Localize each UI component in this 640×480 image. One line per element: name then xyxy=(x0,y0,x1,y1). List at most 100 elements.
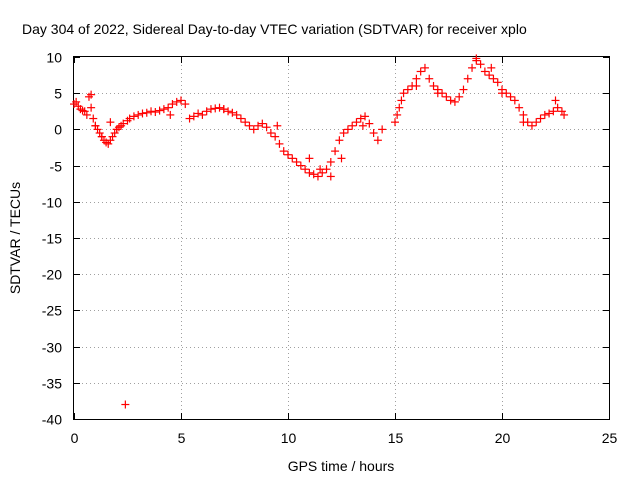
data-point xyxy=(485,71,494,80)
data-point xyxy=(309,170,318,179)
x-axis-label: GPS time / hours xyxy=(288,458,395,474)
data-point xyxy=(316,165,325,174)
x-tick-label: 10 xyxy=(281,430,297,446)
data-point xyxy=(378,125,387,134)
data-point xyxy=(553,103,562,112)
data-point xyxy=(159,105,168,114)
data-point xyxy=(540,110,549,119)
data-point xyxy=(519,118,528,127)
data-point xyxy=(142,108,151,117)
data-point xyxy=(442,92,451,101)
data-point xyxy=(232,110,241,119)
data-point xyxy=(224,107,233,116)
data-point xyxy=(151,108,160,117)
data-point xyxy=(560,110,569,119)
data-point xyxy=(108,132,117,141)
data-point xyxy=(536,114,545,123)
data-point xyxy=(429,81,438,90)
data-point xyxy=(450,97,459,106)
data-point xyxy=(82,110,91,119)
data-point xyxy=(254,121,263,130)
data-point xyxy=(391,118,399,127)
data-point xyxy=(236,114,245,123)
data-point xyxy=(305,154,314,163)
data-points xyxy=(70,54,569,409)
data-point xyxy=(166,110,175,119)
data-point xyxy=(97,132,106,141)
data-point xyxy=(70,100,78,109)
data-point xyxy=(172,97,181,106)
data-point xyxy=(288,154,297,163)
y-tick-label: -10 xyxy=(42,195,62,211)
data-point xyxy=(241,118,250,127)
data-point xyxy=(279,147,288,156)
data-point xyxy=(168,100,177,109)
data-point xyxy=(403,85,412,94)
data-point xyxy=(249,125,258,134)
y-tick-label: 10 xyxy=(46,50,62,66)
y-tick-label: -5 xyxy=(50,159,63,175)
data-point xyxy=(339,129,348,138)
data-point xyxy=(305,168,314,177)
data-point xyxy=(365,119,374,128)
y-tick-label: 0 xyxy=(54,122,62,138)
data-point xyxy=(487,63,496,72)
data-point xyxy=(110,129,119,138)
chart-title: Day 304 of 2022, Sidereal Day-to-day VTE… xyxy=(22,21,527,37)
data-point xyxy=(393,110,402,119)
data-point xyxy=(215,103,224,112)
data-point xyxy=(147,107,156,116)
data-point xyxy=(134,110,143,119)
data-point xyxy=(219,105,228,114)
data-point xyxy=(348,121,357,130)
data-point xyxy=(284,150,292,159)
y-tick-label: -25 xyxy=(42,303,62,319)
data-point xyxy=(335,136,344,145)
data-point xyxy=(119,119,128,128)
data-point xyxy=(292,157,301,166)
data-point xyxy=(361,112,370,121)
data-point xyxy=(515,103,524,112)
y-tick-label: -15 xyxy=(42,231,62,247)
y-tick-label: -40 xyxy=(42,412,62,428)
data-point xyxy=(198,110,207,119)
data-point xyxy=(87,103,96,112)
data-point xyxy=(476,60,485,69)
data-point xyxy=(89,114,98,123)
data-point xyxy=(433,89,442,98)
data-point xyxy=(416,67,425,76)
y-tick-label: -30 xyxy=(42,340,62,356)
data-point xyxy=(106,136,115,145)
y-tick-label: -35 xyxy=(42,376,62,392)
data-point xyxy=(331,147,340,156)
data-point xyxy=(275,139,284,148)
y-tick-label: 5 xyxy=(54,86,62,102)
data-point xyxy=(337,154,346,163)
data-point xyxy=(455,92,464,101)
data-point xyxy=(459,85,468,94)
x-tick-label: 25 xyxy=(602,430,618,446)
data-point xyxy=(202,107,211,116)
data-point xyxy=(194,109,203,118)
data-point xyxy=(506,92,515,101)
data-point xyxy=(78,106,87,115)
data-point xyxy=(87,90,96,99)
data-point xyxy=(117,121,126,130)
x-tick-label: 0 xyxy=(71,430,79,446)
data-point xyxy=(313,172,322,181)
data-point xyxy=(412,81,421,90)
data-point xyxy=(177,96,185,105)
data-point xyxy=(273,121,282,130)
data-point xyxy=(266,129,275,138)
data-point xyxy=(395,103,404,112)
data-point xyxy=(262,123,271,132)
x-tick-label: 15 xyxy=(388,430,404,446)
grid-layer xyxy=(74,57,609,419)
x-tick-label: 5 xyxy=(178,430,186,446)
plot-frame xyxy=(73,56,610,420)
data-point xyxy=(356,114,365,123)
data-point xyxy=(129,112,138,121)
ticks-layer: 0 5 10 15 20 25 10 5 0 -5 -10 -15 -20 -25 -30 -35 -40 xyxy=(42,50,618,447)
data-point xyxy=(373,136,382,145)
